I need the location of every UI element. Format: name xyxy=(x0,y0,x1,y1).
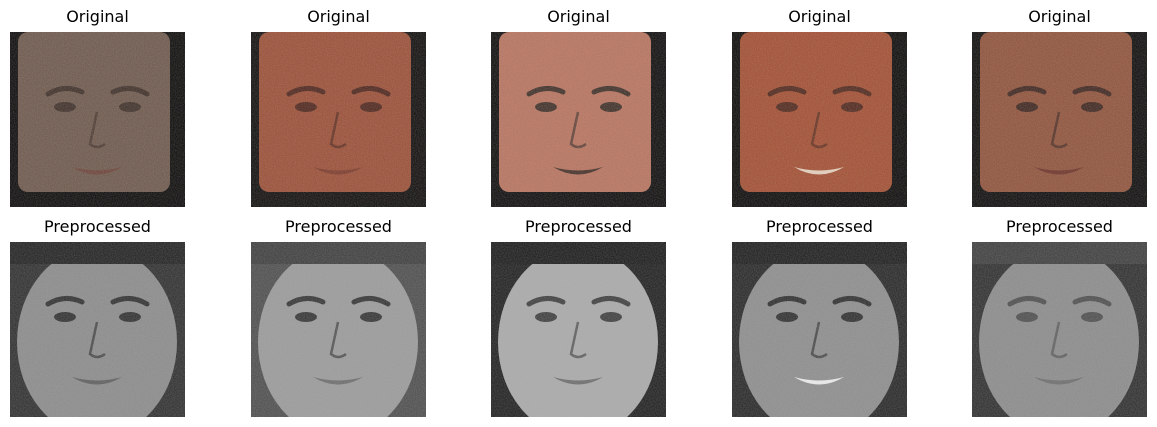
face-picture xyxy=(251,242,426,417)
panel-title: Preprocessed xyxy=(1006,217,1113,236)
face-picture xyxy=(491,242,666,417)
face-image-original-5 xyxy=(972,32,1147,207)
panel-title: Original xyxy=(1028,7,1091,26)
face-image-preprocessed-3 xyxy=(491,242,666,417)
face-image-original-4 xyxy=(732,32,907,207)
panel-title: Original xyxy=(788,7,851,26)
face-picture xyxy=(251,32,426,207)
face-image-preprocessed-1 xyxy=(10,242,185,417)
face-picture xyxy=(972,242,1147,417)
face-picture xyxy=(491,32,666,207)
panel-title: Preprocessed xyxy=(766,217,873,236)
face-picture xyxy=(732,32,907,207)
face-picture xyxy=(732,242,907,417)
panel-title: Original xyxy=(307,7,370,26)
face-image-preprocessed-2 xyxy=(251,242,426,417)
panel-title: Preprocessed xyxy=(44,217,151,236)
panel-title: Preprocessed xyxy=(525,217,632,236)
panel-title: Original xyxy=(66,7,129,26)
face-image-original-1 xyxy=(10,32,185,207)
face-picture xyxy=(10,32,185,207)
panel-title: Preprocessed xyxy=(285,217,392,236)
face-image-preprocessed-5 xyxy=(972,242,1147,417)
face-picture xyxy=(972,32,1147,207)
panel-title: Original xyxy=(547,7,610,26)
face-image-preprocessed-4 xyxy=(732,242,907,417)
face-picture xyxy=(10,242,185,417)
face-image-original-2 xyxy=(251,32,426,207)
face-image-original-3 xyxy=(491,32,666,207)
